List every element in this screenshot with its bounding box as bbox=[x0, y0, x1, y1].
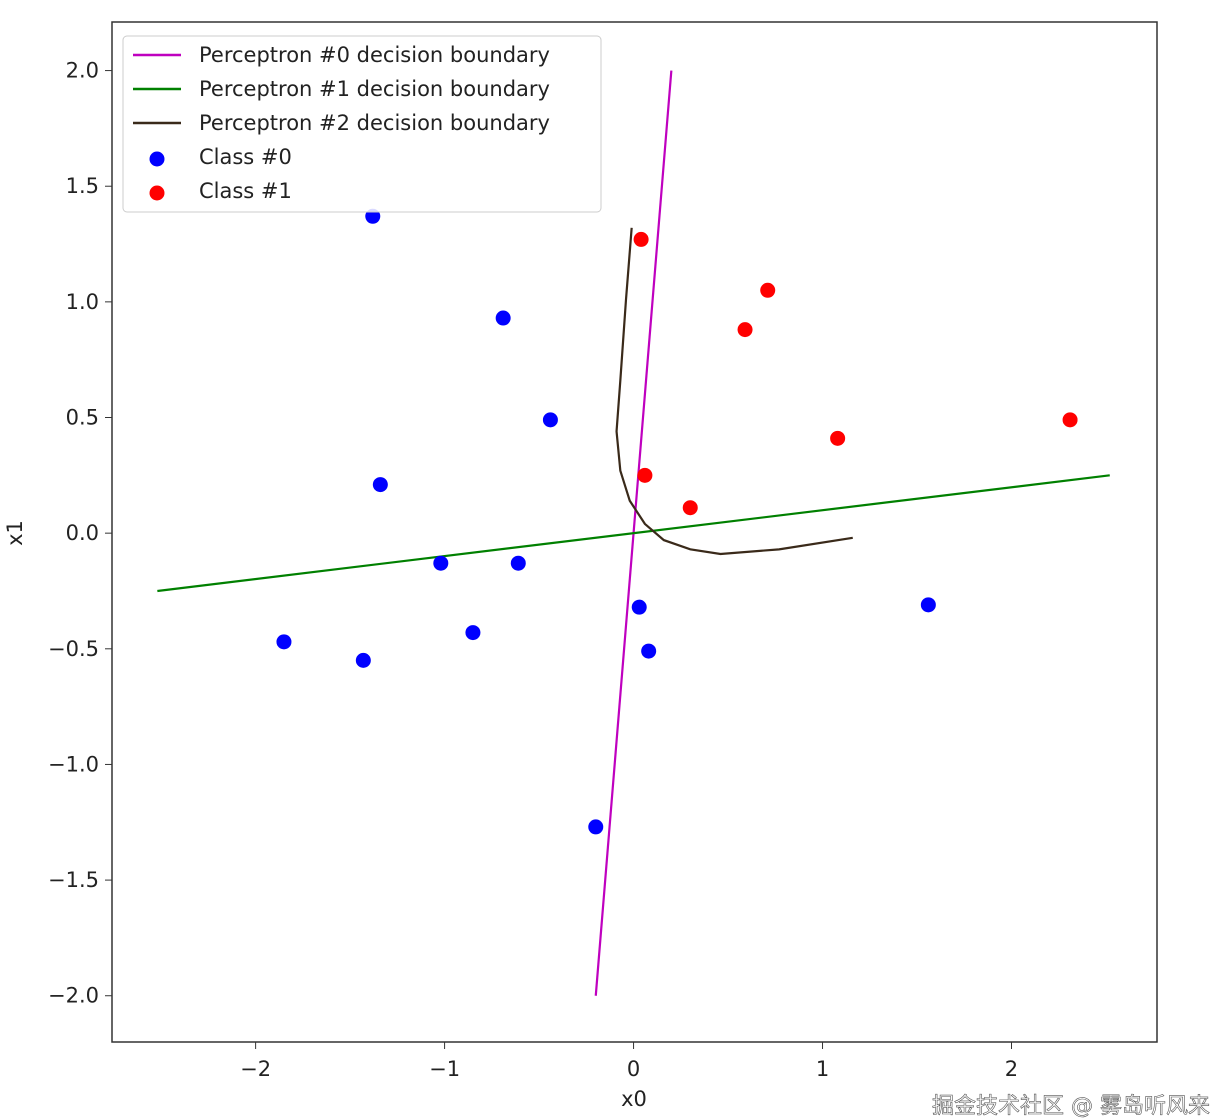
point-class-0 bbox=[465, 625, 481, 641]
y-tick-label: −0.5 bbox=[48, 637, 99, 661]
x-tick-label: 0 bbox=[627, 1057, 640, 1081]
point-class-0 bbox=[276, 634, 292, 650]
point-class-0 bbox=[510, 555, 526, 571]
point-class-0 bbox=[355, 652, 371, 668]
point-class-1 bbox=[633, 231, 649, 247]
y-tick-label: 2.0 bbox=[66, 59, 99, 83]
y-tick-label: −1.0 bbox=[48, 752, 99, 776]
y-tick-label: −2.0 bbox=[48, 984, 99, 1008]
point-class-0 bbox=[542, 412, 558, 428]
plot-frame bbox=[111, 21, 1158, 1043]
point-class-1 bbox=[637, 467, 653, 483]
point-class-0 bbox=[588, 819, 604, 835]
legend-label: Perceptron #2 decision boundary bbox=[199, 111, 550, 135]
legend-label: Class #1 bbox=[199, 179, 292, 203]
legend-label: Perceptron #1 decision boundary bbox=[199, 77, 550, 101]
point-class-1 bbox=[737, 322, 753, 338]
point-class-0 bbox=[920, 597, 936, 613]
x-tick-label: 2 bbox=[1005, 1057, 1018, 1081]
point-class-0 bbox=[433, 555, 449, 571]
x-tick-label: 1 bbox=[816, 1057, 829, 1081]
point-class-0 bbox=[365, 208, 381, 224]
boundary-line-2 bbox=[615, 227, 853, 556]
point-class-1 bbox=[682, 500, 698, 516]
legend-label: Perceptron #0 decision boundary bbox=[199, 43, 550, 67]
x-tick-label: −2 bbox=[240, 1057, 271, 1081]
point-class-0 bbox=[641, 643, 657, 659]
y-tick-label: 0.5 bbox=[66, 406, 99, 430]
point-class-0 bbox=[631, 599, 647, 615]
y-axis-label: x1 bbox=[3, 520, 27, 546]
watermark: 掘金技术社区 @ 雾岛听风来 bbox=[932, 1094, 1210, 1119]
legend-marker bbox=[149, 185, 165, 201]
y-tick-label: 1.0 bbox=[66, 290, 99, 314]
point-class-0 bbox=[495, 310, 511, 326]
y-tick-label: 1.5 bbox=[66, 174, 99, 198]
boundary-line-1 bbox=[157, 474, 1110, 593]
legend: Perceptron #0 decision boundary Perceptro… bbox=[122, 35, 602, 213]
point-class-0 bbox=[372, 477, 388, 493]
y-tick-label: 0.0 bbox=[66, 521, 99, 545]
x-axis-label: x0 bbox=[621, 1087, 647, 1111]
legend-label: Class #0 bbox=[199, 145, 292, 169]
point-class-1 bbox=[1062, 412, 1078, 428]
x-tick-label: −1 bbox=[429, 1057, 460, 1081]
point-class-1 bbox=[830, 430, 846, 446]
legend-marker bbox=[149, 151, 165, 167]
y-tick-label: −1.5 bbox=[48, 868, 99, 892]
point-class-1 bbox=[760, 282, 776, 298]
